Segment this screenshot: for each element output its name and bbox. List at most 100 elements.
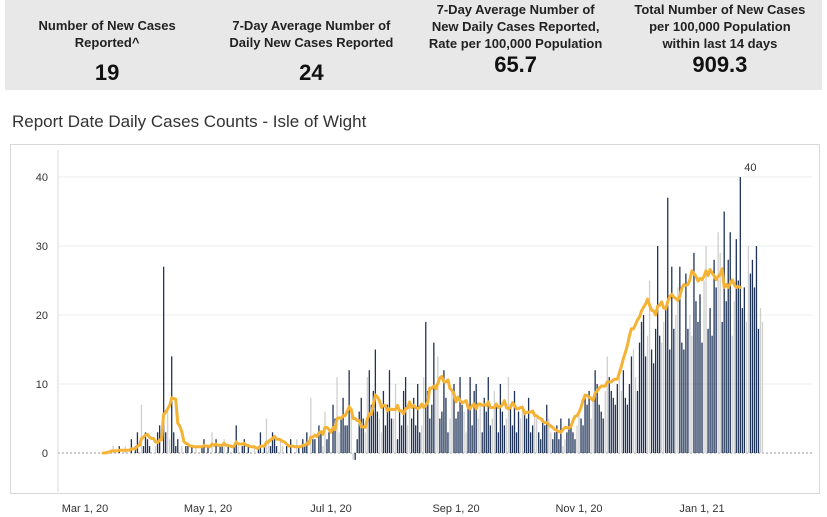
bar (207, 446, 209, 453)
bar (759, 308, 762, 453)
bar (130, 439, 133, 453)
bar (757, 328, 760, 453)
bar (608, 377, 610, 453)
bar (538, 432, 540, 453)
bar (404, 377, 407, 453)
bar (253, 446, 256, 453)
bar (392, 418, 395, 453)
bar (687, 328, 689, 453)
bar (477, 418, 479, 453)
bar (491, 418, 493, 453)
bar (235, 425, 237, 453)
bar (679, 266, 681, 453)
bar (725, 301, 727, 453)
bar (652, 363, 655, 453)
bar (400, 425, 403, 453)
bar (336, 377, 338, 453)
bar (279, 439, 282, 453)
bar (402, 390, 405, 453)
bar (185, 446, 187, 453)
bar (396, 439, 399, 453)
bar (519, 418, 522, 453)
bar (441, 411, 443, 453)
x-tick-label: Mar 1, 20 (62, 503, 108, 515)
bar (525, 418, 528, 453)
bar (503, 425, 506, 453)
bar (657, 246, 659, 453)
bar (614, 404, 616, 453)
bar (473, 390, 475, 453)
y-tick-label: 20 (36, 310, 48, 322)
bar (215, 439, 217, 453)
bar (705, 246, 707, 453)
bar (715, 287, 717, 453)
bar (449, 418, 451, 453)
bar (219, 446, 221, 453)
bar (521, 404, 524, 453)
bar (576, 425, 578, 453)
bar (201, 446, 203, 453)
bar (259, 432, 262, 453)
bar (584, 397, 586, 453)
bar (745, 321, 748, 453)
bar (707, 328, 709, 453)
bar (443, 370, 445, 453)
data-label-max: 40 (744, 162, 756, 174)
bar (552, 439, 554, 453)
bar (598, 404, 600, 453)
bar (699, 294, 701, 453)
bar (558, 439, 560, 453)
bar (634, 377, 637, 453)
bar (457, 411, 459, 453)
kpi-label: Total Number of New Cases per 100,000 Po… (634, 1, 806, 51)
bar (165, 432, 167, 453)
bar (136, 432, 139, 453)
bar (703, 280, 705, 453)
bar (509, 404, 512, 453)
bar (265, 418, 268, 453)
bar (378, 418, 381, 453)
bar (604, 390, 606, 453)
bar (364, 432, 366, 453)
bar (650, 349, 653, 453)
bar (596, 384, 598, 453)
bar (471, 425, 473, 453)
bar (612, 397, 614, 453)
bar (162, 266, 165, 453)
kpi-7day-average: 7-Day Average Number of Daily New Cases … (209, 0, 413, 90)
bar (713, 259, 715, 453)
bar (237, 446, 239, 453)
bar (421, 425, 423, 453)
bar (717, 232, 719, 453)
bar (463, 411, 465, 453)
bar (622, 370, 625, 453)
bar (195, 446, 197, 453)
bar (142, 446, 145, 453)
bar (671, 266, 673, 453)
bar (665, 308, 667, 453)
bar (667, 197, 669, 453)
bar (352, 453, 354, 460)
bar (221, 446, 223, 453)
bar (721, 321, 723, 453)
bar (419, 432, 421, 453)
y-tick-label: 30 (36, 241, 48, 253)
bar (697, 321, 699, 453)
bar (616, 384, 618, 453)
x-tick-label: Jul 1, 20 (310, 503, 352, 515)
bar (542, 418, 544, 453)
bar (427, 390, 429, 453)
bar (483, 397, 485, 453)
bar (348, 370, 350, 453)
bar (735, 239, 737, 453)
bar (453, 384, 455, 453)
bar (144, 432, 147, 453)
bar (390, 418, 393, 453)
bar (461, 404, 463, 453)
x-tick-label: Jan 1, 21 (679, 503, 724, 515)
bar (562, 446, 564, 453)
bar (511, 425, 514, 453)
bar (445, 397, 447, 453)
bar (243, 439, 245, 453)
bar (406, 425, 409, 453)
